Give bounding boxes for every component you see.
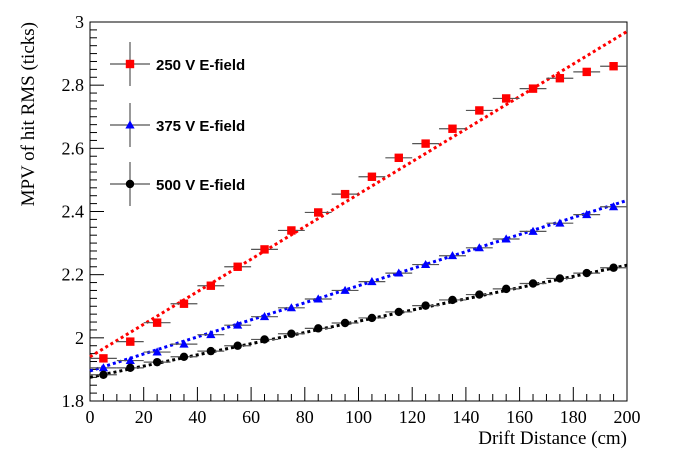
data-point xyxy=(126,363,135,373)
data-point xyxy=(314,208,323,217)
data-point xyxy=(501,284,511,294)
data-point xyxy=(367,276,377,286)
data-point xyxy=(260,245,269,254)
data-point xyxy=(421,259,431,269)
y-axis-title: MPV of hit RMS (ticks) xyxy=(18,22,39,206)
data-point xyxy=(448,124,457,133)
data-point xyxy=(98,363,109,372)
x-tick-label: 100 xyxy=(345,407,372,427)
data-point xyxy=(528,226,538,235)
x-axis: 0 20 40 60 80 100 120 140 160 180 200 xyxy=(86,387,641,427)
data-point xyxy=(233,320,243,329)
fit-lines xyxy=(89,30,628,379)
data-point xyxy=(609,263,618,272)
data-point xyxy=(340,318,350,328)
data-point xyxy=(582,210,592,219)
x-tick-label: 40 xyxy=(188,407,206,427)
data-point xyxy=(125,355,135,365)
legend-marker xyxy=(125,179,135,189)
data-point xyxy=(394,153,403,163)
data-point xyxy=(448,295,457,305)
data-point xyxy=(394,268,404,277)
data-point xyxy=(287,329,296,338)
data-point xyxy=(528,279,538,288)
data-point xyxy=(206,346,216,356)
data-point xyxy=(126,337,135,346)
data-point xyxy=(475,290,484,299)
data-point xyxy=(206,281,216,290)
y-tick-label: 2 xyxy=(75,328,84,348)
data-point xyxy=(179,352,189,361)
y-tick-label: 2.4 xyxy=(62,202,85,222)
data-point xyxy=(233,341,242,350)
data-point xyxy=(286,303,296,312)
legend-item: 250 V E-field xyxy=(110,42,245,86)
x-tick-label: 20 xyxy=(135,407,153,427)
data-point xyxy=(475,106,484,115)
series-triangle xyxy=(90,202,627,372)
data-point xyxy=(99,370,108,379)
data-point xyxy=(340,189,350,199)
y-tick-label: 2.6 xyxy=(62,138,85,158)
x-tick-label: 200 xyxy=(614,407,641,427)
x-tick-label: 60 xyxy=(242,407,260,427)
data-points xyxy=(90,62,627,379)
y-tick-label: 2.2 xyxy=(62,265,85,285)
series-circle xyxy=(90,263,627,379)
legend-item: 500 V E-field xyxy=(110,162,245,206)
y-tick-label: 1.8 xyxy=(62,391,85,411)
legend: 250 V E-field 375 V E-field 500 V E-field xyxy=(110,42,245,206)
data-point xyxy=(474,243,484,252)
data-point xyxy=(260,335,269,344)
data-point xyxy=(421,139,430,148)
data-point xyxy=(152,318,162,327)
data-point xyxy=(179,299,189,308)
fit-line xyxy=(89,199,628,373)
data-point xyxy=(99,354,108,363)
data-point xyxy=(179,339,189,348)
data-point xyxy=(555,274,565,283)
data-point xyxy=(582,67,591,77)
legend-marker xyxy=(125,120,135,129)
data-point xyxy=(206,330,216,339)
x-tick-label: 80 xyxy=(296,407,314,427)
x-tick-label: 140 xyxy=(452,407,479,427)
data-point xyxy=(394,307,403,317)
series-square xyxy=(90,62,627,363)
x-tick-label: 0 xyxy=(86,407,95,427)
data-point xyxy=(421,301,430,310)
data-point xyxy=(555,218,565,227)
data-point xyxy=(609,62,618,71)
data-point xyxy=(287,226,296,235)
legend-label: 500 V E-field xyxy=(156,177,245,194)
data-point xyxy=(555,74,565,83)
data-point xyxy=(314,324,323,333)
x-axis-title: Drift Distance (cm) xyxy=(478,428,627,449)
y-tick-label: 2.8 xyxy=(62,75,85,95)
legend-label: 375 V E-field xyxy=(156,118,245,135)
data-point xyxy=(313,294,323,303)
x-tick-label: 120 xyxy=(399,407,426,427)
data-point xyxy=(233,262,242,271)
y-tick-label: 3 xyxy=(75,12,84,32)
data-point xyxy=(367,313,377,323)
data-point xyxy=(447,251,458,260)
legend-item: 375 V E-field xyxy=(110,103,245,147)
data-point xyxy=(528,84,538,93)
data-point xyxy=(367,172,377,181)
legend-label: 250 V E-field xyxy=(156,57,245,74)
data-point xyxy=(259,312,270,321)
data-point xyxy=(152,357,162,367)
legend-marker xyxy=(125,59,135,69)
data-point xyxy=(501,234,511,243)
data-point xyxy=(152,347,162,356)
x-tick-label: 180 xyxy=(560,407,587,427)
data-point xyxy=(501,94,511,103)
data-point xyxy=(340,285,350,294)
data-point xyxy=(582,268,591,278)
data-point xyxy=(608,202,619,211)
x-tick-label: 160 xyxy=(506,407,533,427)
y-axis: 1.8 2 2.2 2.4 2.6 2.8 3 xyxy=(62,12,104,411)
